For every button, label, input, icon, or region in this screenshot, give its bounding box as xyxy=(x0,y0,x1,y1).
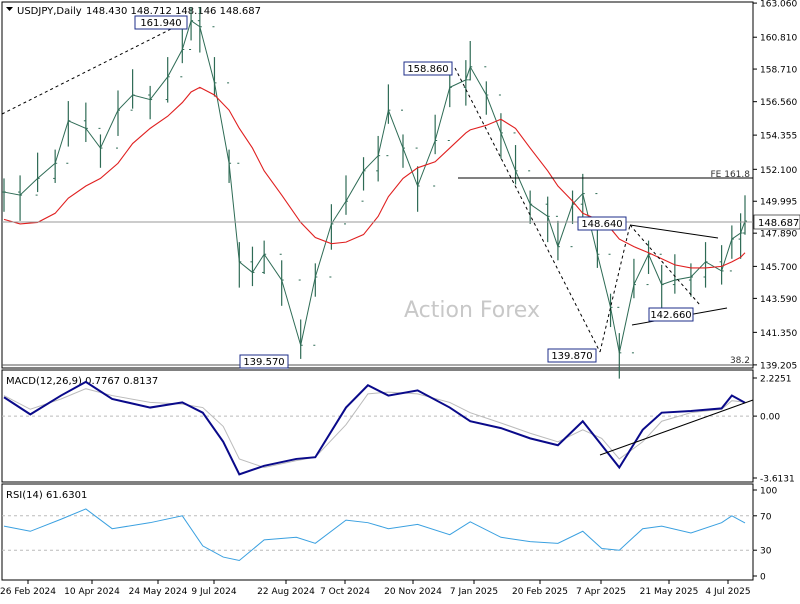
annotation-low-139570: 139.570 xyxy=(243,357,284,368)
macd-main-line xyxy=(3,380,746,476)
dashed-trendline xyxy=(599,224,631,353)
price-close-line xyxy=(3,19,746,353)
fe-label: FE 161.8 xyxy=(711,170,751,180)
x-tick-label: 7 Oct 2024 xyxy=(320,587,370,597)
price-tick-label: 163.060 xyxy=(760,0,797,10)
rsi-panel-frame xyxy=(1,483,754,581)
annotation-high-161940: 161.940 xyxy=(140,18,181,29)
ohlc-label: 148.430 148.712 148.146 148.687 xyxy=(86,6,261,17)
x-tick-label: 9 Jul 2024 xyxy=(191,587,236,597)
macd-panel-frame xyxy=(1,369,754,483)
price-tick-label: 145.700 xyxy=(760,263,797,273)
x-tick-label: 7 Apr 2025 xyxy=(576,587,626,597)
annotation-box xyxy=(134,15,188,30)
fib-label: 38.2 xyxy=(730,356,750,366)
price-grid xyxy=(753,2,757,366)
price-tick-label: 160.810 xyxy=(760,34,797,44)
macd-tick-label: -3.6131 xyxy=(760,475,795,485)
price-tick-label: 154.355 xyxy=(760,132,797,142)
rsi-tick-label: 30 xyxy=(760,547,772,557)
annotation-148640: 148.640 xyxy=(581,219,622,230)
x-tick-label: 7 Jan 2025 xyxy=(450,587,498,597)
price-annotations: 161.940 139.570 158.860 148.640 139.870 … xyxy=(134,15,751,369)
price-bars xyxy=(2,7,747,379)
x-tick-label: 21 May 2025 xyxy=(640,587,699,597)
rsi-y-axis: 100 70 30 0 xyxy=(760,487,777,583)
x-tick-label: 10 Apr 2024 xyxy=(64,587,120,597)
macd-lines xyxy=(3,380,746,476)
price-tick-label: 158.710 xyxy=(760,66,797,76)
rsi-tick-label: 70 xyxy=(760,512,772,522)
macd-trendline xyxy=(599,399,754,456)
dashed-trendline xyxy=(629,224,701,306)
macd-tick-label: 2.2251 xyxy=(760,375,792,385)
annotation-box xyxy=(403,61,453,76)
rsi-tick-label: 100 xyxy=(760,487,777,497)
x-tick-label: 24 May 2024 xyxy=(129,587,188,597)
price-tick-label: 139.205 xyxy=(760,361,797,371)
macd-label: MACD(12,26,9) 0.7767 0.8137 xyxy=(6,376,158,387)
trendlines xyxy=(1,21,753,366)
price-tick-label: 147.890 xyxy=(760,230,797,240)
macd-grid xyxy=(2,377,757,479)
x-tick-label: 4 Jul 2025 xyxy=(705,587,750,597)
x-tick-label: 22 Aug 2024 xyxy=(257,587,315,597)
price-y-axis: 163.060 160.810 158.710 156.560 154.355 152.1… xyxy=(760,0,797,371)
current-price-tag xyxy=(753,214,800,230)
macd-signal-line xyxy=(3,388,746,469)
rsi-lines xyxy=(3,508,746,562)
watermark: Action Forex xyxy=(404,298,540,323)
annotation-high-158860: 158.860 xyxy=(407,64,448,75)
macd-y-axis: 2.2251 0.00 -3.6131 xyxy=(760,375,795,485)
dashed-trendline xyxy=(1,21,186,115)
moving-average-line xyxy=(3,86,746,269)
rsi-grid xyxy=(2,489,757,577)
dashed-trendline xyxy=(454,67,601,353)
price-tick-label: 152.100 xyxy=(760,166,797,176)
price-panel-frame xyxy=(1,1,754,369)
x-tick-label: 26 Feb 2024 xyxy=(0,587,56,597)
annotation-box xyxy=(648,307,694,322)
annotation-box xyxy=(239,354,289,369)
x-tick-label: 20 Feb 2025 xyxy=(512,587,568,597)
price-tick-label: 156.560 xyxy=(760,98,797,108)
price-tick-label: 141.350 xyxy=(760,329,797,339)
symbol-label: USDJPY,Daily xyxy=(17,6,82,17)
annotation-low-139870: 139.870 xyxy=(551,351,592,362)
annotation-box xyxy=(547,348,597,363)
macd-tick-label: 0.00 xyxy=(760,413,780,423)
price-tick-label: 149.995 xyxy=(760,198,797,208)
triangle-upper-line xyxy=(629,224,719,239)
x-axis: 26 Feb 2024 10 Apr 2024 24 May 2024 9 Jul 2… xyxy=(0,580,751,597)
x-tick-label: 20 Nov 2024 xyxy=(384,587,442,597)
rsi-line xyxy=(3,508,746,562)
collapse-arrow-icon[interactable] xyxy=(6,7,13,11)
annotation-142660: 142.660 xyxy=(650,310,691,321)
price-tick-label: 143.590 xyxy=(760,295,797,305)
price-lines xyxy=(3,19,746,353)
current-price-label: 148.687 xyxy=(758,218,799,229)
annotation-box xyxy=(577,216,627,231)
rsi-tick-label: 0 xyxy=(760,573,766,583)
rsi-label: RSI(14) 61.6301 xyxy=(6,490,87,501)
